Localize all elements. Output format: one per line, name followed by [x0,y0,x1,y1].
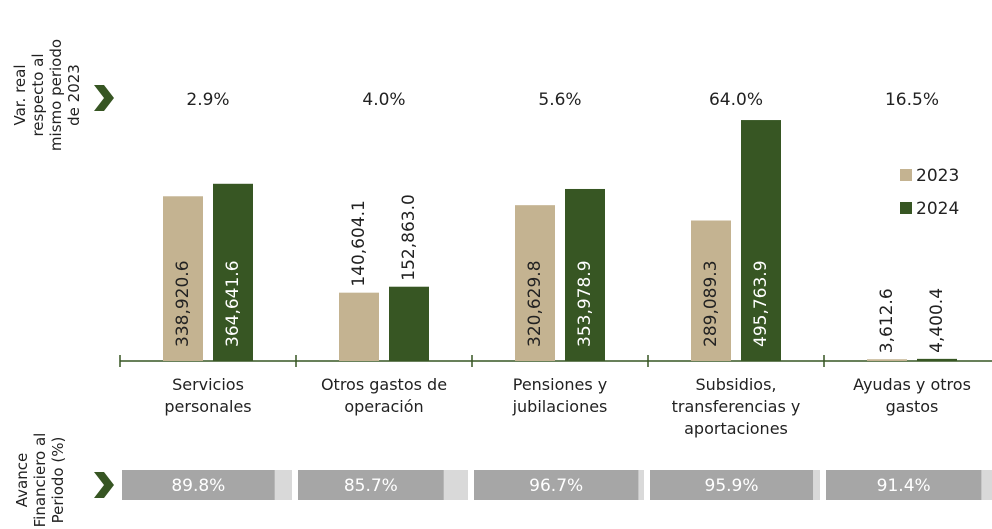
value-label: 364,641.6 [223,260,243,347]
progress-label: 96.7% [529,476,583,496]
bar [213,183,253,361]
x-tick-label: Subsidios, transferencias y aportaciones [671,375,801,438]
x-tick-label: Otros gastos de operación [320,375,448,416]
chevron [94,85,114,111]
bar [691,220,731,361]
progress-bar [122,470,275,500]
bar [917,358,957,361]
value-label: 320,629.8 [525,260,545,347]
progress-label: 95.9% [705,476,759,496]
bar [515,205,555,361]
progress-label: Avance Financiero al Periodo (%) [13,432,67,528]
value-label: 495,763.9 [751,260,771,347]
variation-value: 64.0% [709,90,763,110]
variation-value: 5.6% [538,90,581,110]
progress-bar [650,470,814,500]
value-label: 3,612.6 [877,288,897,353]
variation-label: Var. real respecto al mismo periodo de 2… [11,38,83,152]
progress-label: 89.8% [171,476,225,496]
bar [339,292,379,361]
x-tick-label: Servicios personales [164,375,252,416]
bar [389,286,429,361]
variation-value: 4.0% [362,90,405,110]
x-tick-label: Pensiones y jubilaciones [512,375,608,416]
legend-swatch [900,202,912,214]
bar [741,120,781,361]
legend-label: 2023 [916,166,959,186]
value-label: 353,978.9 [575,260,595,347]
legend-label: 2024 [916,199,959,219]
progress-bar [826,470,982,500]
variation-value: 2.9% [186,90,229,110]
progress-label: 85.7% [344,476,398,496]
value-label: 140,604.1 [349,200,369,287]
value-label: 4,400.4 [927,288,947,353]
bar [867,359,907,361]
value-label: 289,089.3 [701,260,721,347]
x-tick-label: Ayudas y otros gastos [853,375,971,416]
bar [565,188,605,361]
legend-swatch [900,169,912,181]
bar [163,196,203,361]
chevron [94,472,114,498]
value-label: 152,863.0 [399,194,419,281]
progress-bar [474,470,639,500]
progress-bar [298,470,444,500]
value-label: 338,920.6 [173,260,193,347]
progress-label: 91.4% [877,476,931,496]
variation-value: 16.5% [885,90,939,110]
